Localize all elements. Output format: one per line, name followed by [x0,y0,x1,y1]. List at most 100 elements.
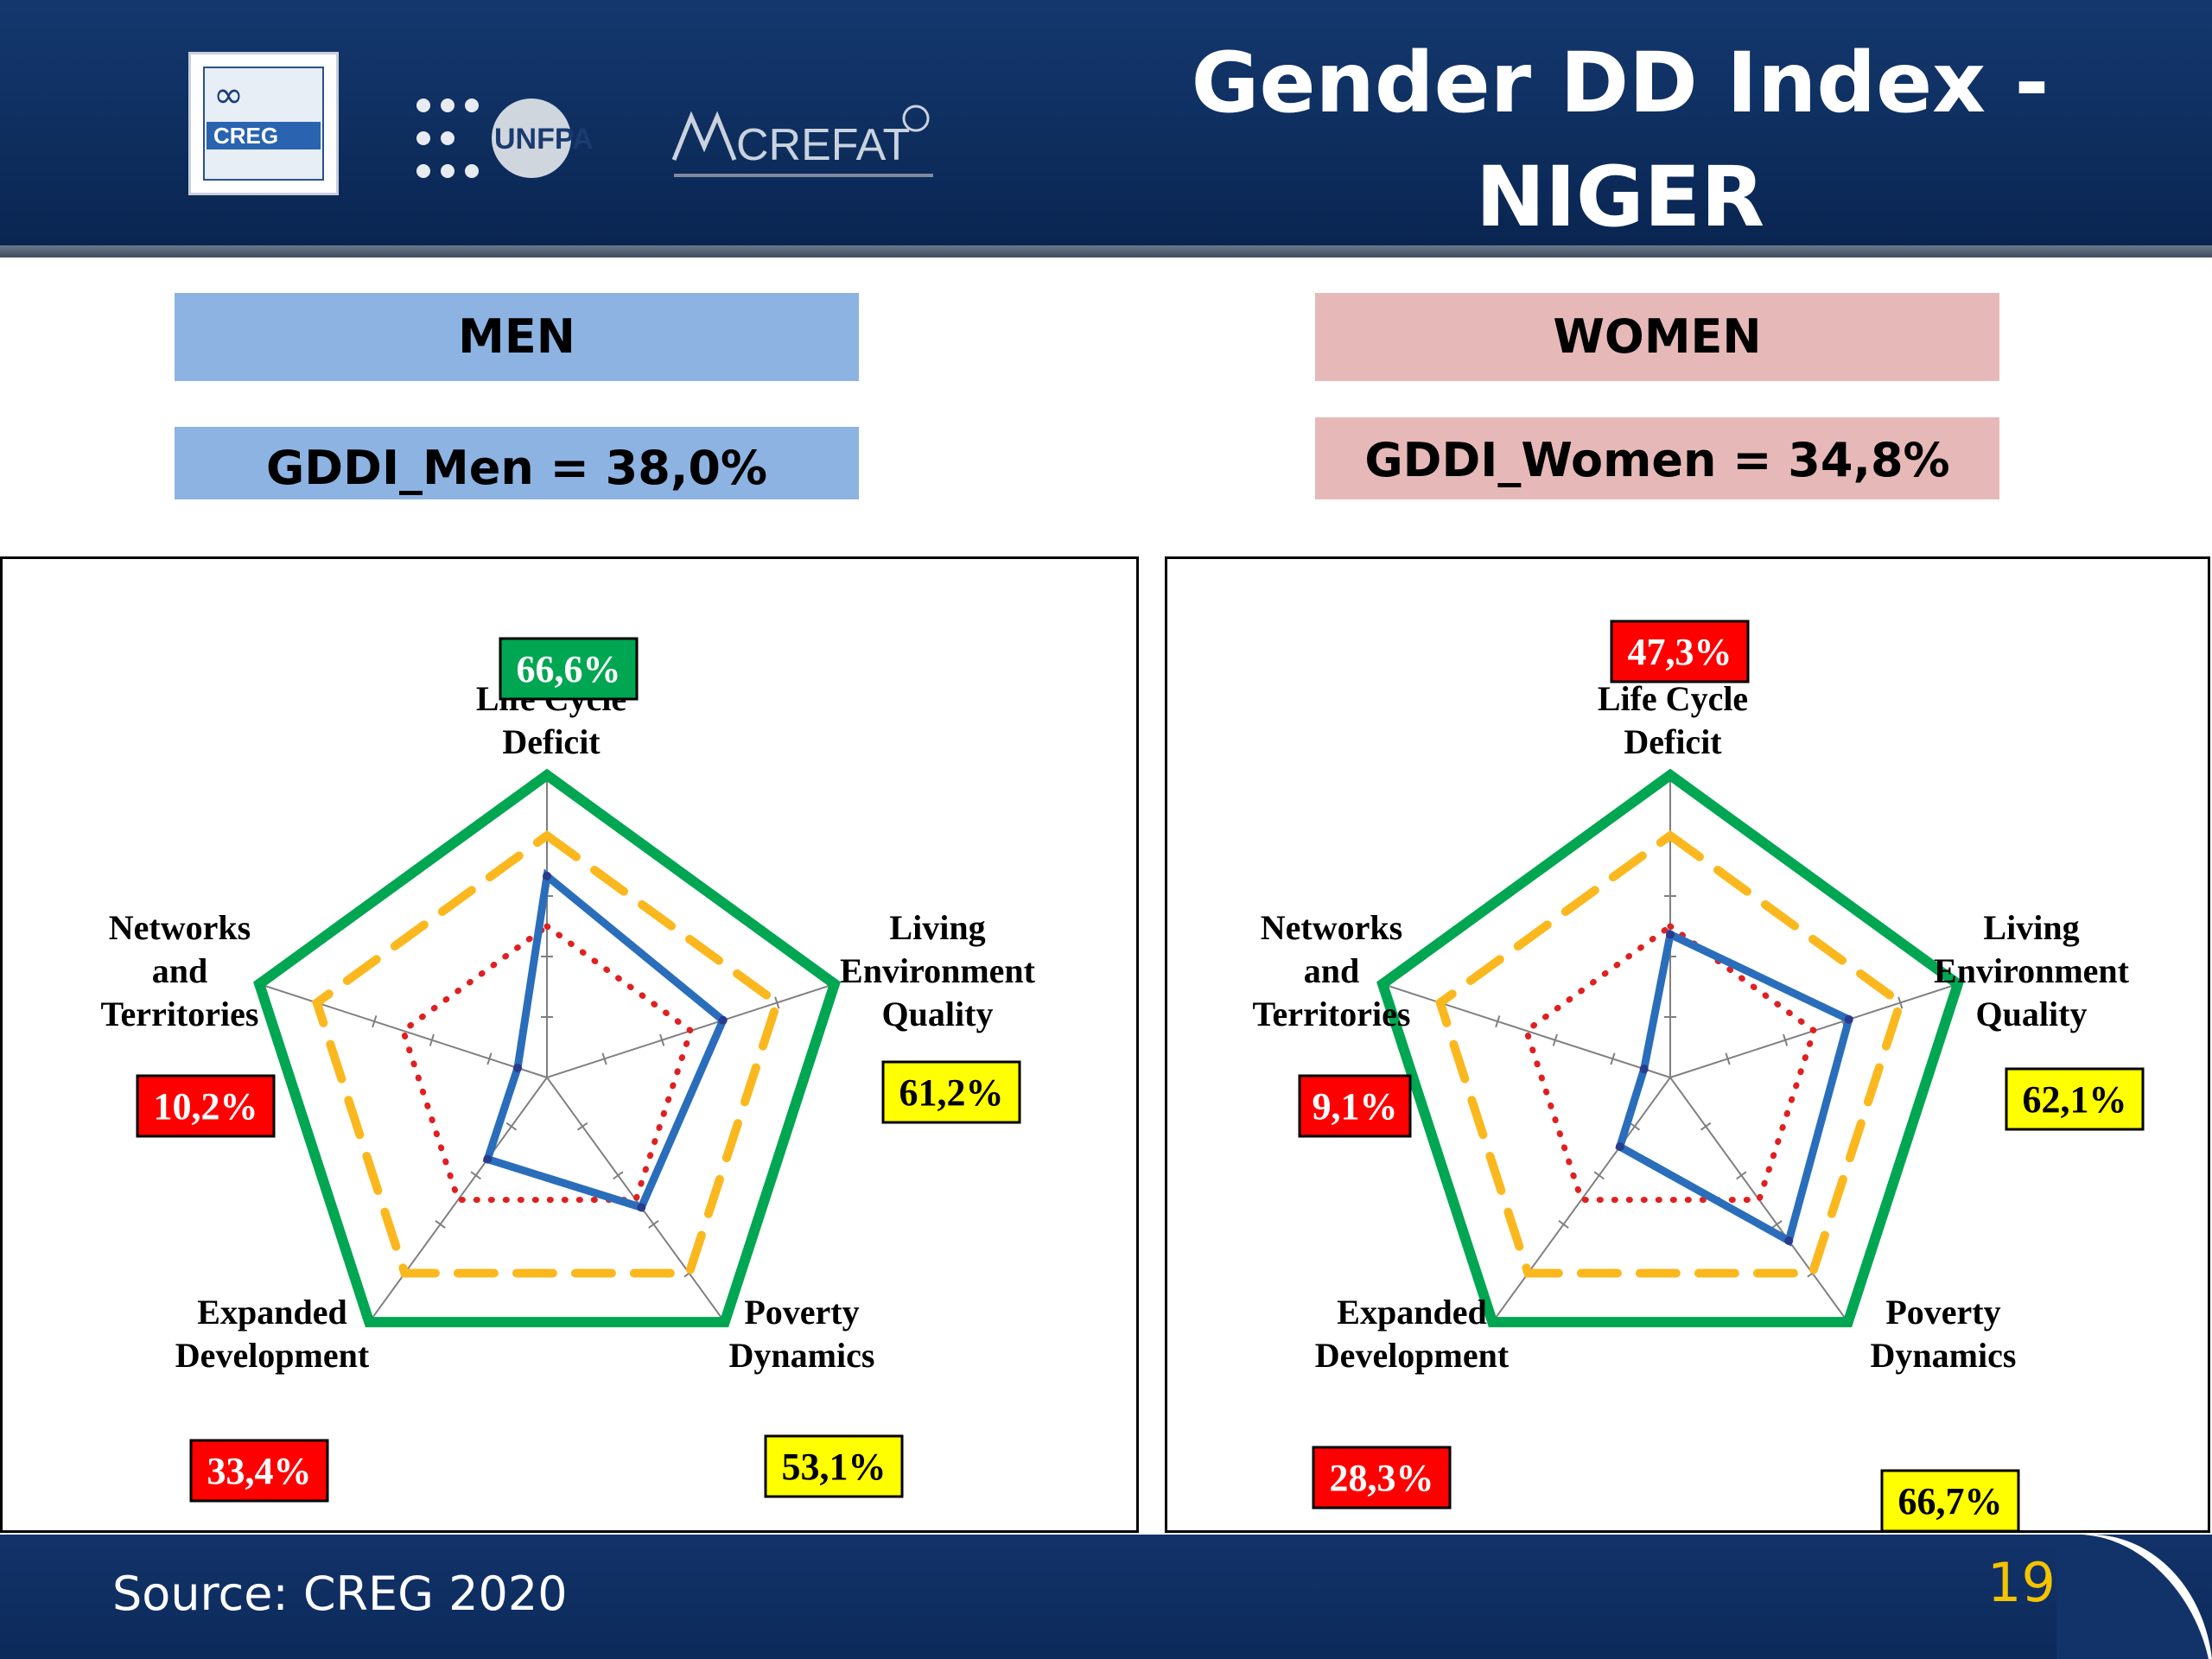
radar-tick [1783,1033,1789,1046]
footer-bar [0,1535,2212,1659]
radar-ring-dashed [311,830,783,1278]
radar-tick [1736,1171,1747,1180]
women-radar-panel: Life Cycle Deficit Living Environment Qualit… [1165,556,2210,1533]
value-badge-box [764,1434,904,1498]
value-badge-box [136,1074,276,1138]
radar-tick [1552,1033,1558,1046]
value-label: 47,3% [1628,631,1732,673]
axis-label: Expanded Development [1315,1293,1510,1375]
radar-tick [613,1171,624,1180]
axis-label-line: Quality [882,995,994,1033]
value-badge-box [1880,1469,2020,1530]
radar-tick [1725,1052,1731,1065]
axis-label: Networks and Territories [101,908,259,1033]
axis-label: Living Environment Quality [1934,908,2130,1033]
radar-tick [648,1219,659,1229]
value-badge: 62,1% [2005,1067,2145,1131]
radar-tick [1771,1219,1783,1229]
men-gddi-value: GDDI_Men = 38,0% [175,427,859,499]
value-badge: 10,2% [136,1074,276,1138]
axis-label-line: Environment [1934,951,2130,990]
value-label: 28,3% [1330,1457,1434,1499]
radar-data-point [1639,1065,1649,1074]
women-gddi-value: GDDI_Women = 34,8% [1315,417,1999,499]
value-label: 33,4% [207,1450,312,1492]
creg-emblem-icon: ∞ [213,73,244,116]
page-title-line1: Gender DD Index - [1191,35,2050,131]
value-label: 10,2% [154,1085,258,1128]
value-badge: 47,3% [1610,620,1750,683]
axis-label-line: and [152,951,208,990]
radar-ring-dotted [399,922,695,1204]
value-badge-box [1610,620,1750,683]
radar-data-point [1666,930,1675,939]
radar-data-point [513,1063,523,1072]
radar-tick [372,1015,378,1028]
axis-label-line: and [1304,951,1360,990]
axis-label-line: Life Cycle [1598,679,1748,718]
axis-label-line: Development [175,1336,370,1375]
axis-label: Living Environment Quality [840,908,1036,1033]
value-badge: 33,4% [189,1439,329,1503]
radar-data-point [1784,1236,1794,1245]
radar-ring-solid [1376,768,1964,1328]
value-badge: 66,6% [499,637,639,701]
creg-logo-text: CREG [207,122,321,149]
radar-tick [1610,1052,1616,1065]
radar-tick [1897,996,1904,1009]
axis-label-line: Expanded [197,1293,346,1332]
radar-spoke [258,982,548,1078]
radar-data-point [637,1203,646,1212]
value-badge: 9,1% [1298,1074,1412,1138]
radar-spoke [1382,982,1671,1078]
page-title: Gender DD Index - NIGER [1166,26,2074,254]
creg-logo: ∞ CREG [188,52,339,195]
radar-ring-dotted [1522,922,1818,1204]
footer-swoosh [2056,1535,2212,1659]
axis-label-line: Poverty [744,1293,859,1332]
page-title-line2: NIGER [1475,149,1765,245]
radar-tick [1700,1122,1712,1131]
axis-label-line: Dynamics [729,1336,875,1375]
unfpa-logo: UNFPA [416,99,594,178]
axis-label-line: Living [1983,908,2079,947]
radar-tick [505,1122,518,1131]
value-badge-box [1312,1446,1452,1510]
value-badge-box [499,637,639,701]
radar-tick [470,1171,481,1180]
radar-data-point [543,871,551,880]
radar-tick [774,996,780,1009]
radar-tick [435,1219,446,1229]
axis-label-line: Poverty [1885,1293,2000,1332]
axis-label-line: Environment [840,951,1036,990]
men-radar-panel: Life CycleDeficitLivingEnvironmentQualit… [0,556,1139,1533]
value-badge: 28,3% [1312,1446,1452,1510]
axis-label: Poverty Dynamics [729,1293,875,1375]
radar-tick [429,1033,435,1046]
axis-label-line: Networks [109,908,251,947]
radar-tick [659,1033,665,1046]
radar-tick [576,1122,588,1131]
radar-tick [1629,1122,1641,1131]
value-label: 66,7% [1898,1480,2003,1522]
axis-label: Networks and Territories [1253,908,1411,1033]
radar-ring-solid [253,768,841,1328]
value-badge: 66,7% [1880,1469,2020,1530]
axis-label-line: Living [889,908,985,947]
radar-spoke [368,1077,548,1323]
value-badge: 61,2% [881,1060,1021,1124]
value-badge-box [881,1060,1021,1124]
radar-tick [1558,1219,1569,1229]
header-divider [0,245,2212,257]
value-badge-box [2005,1067,2145,1131]
women-label: WOMEN [1315,293,1999,381]
value-label: 62,1% [2023,1078,2127,1121]
value-label: 9,1% [1313,1085,1398,1128]
crefat-logo: CREFAT [671,105,933,177]
axis-label-line: Development [1315,1336,1510,1375]
axis-label-line: Deficit [502,722,601,761]
axis-label: Poverty Dynamics [1871,1293,2017,1375]
axis-label-line: Territories [101,995,259,1033]
axis-label: Expanded Development [175,1293,370,1375]
axis-label-line: Deficit [1624,722,1722,761]
